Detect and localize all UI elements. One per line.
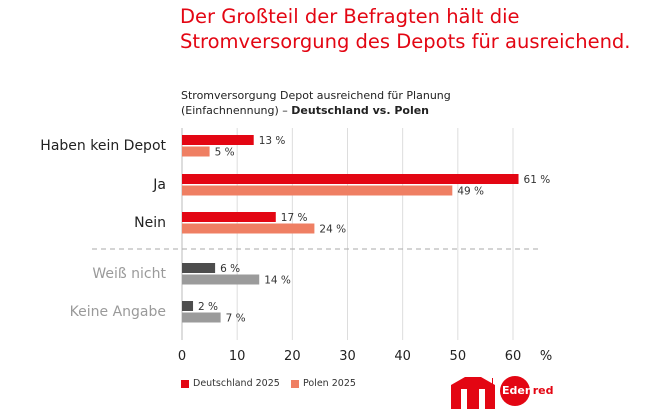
legend-swatch — [181, 379, 189, 388]
x-tick-label: 50 — [450, 349, 467, 364]
x-tick-label: 60 — [505, 349, 522, 364]
edenred-logo — [500, 376, 530, 406]
bar — [182, 185, 453, 196]
data-label: 5 % — [215, 147, 235, 159]
uta-logo — [451, 377, 495, 409]
data-label: 13 % — [259, 135, 286, 147]
data-label: 24 % — [319, 224, 346, 236]
x-tick-label: 0 — [178, 349, 186, 364]
bar — [182, 212, 276, 222]
legend-item-polen: Polen 2025 — [291, 378, 356, 389]
bar — [182, 274, 260, 285]
data-label: 6 % — [220, 263, 240, 275]
edenred-logo-text: Edenred — [502, 384, 554, 397]
category-label: Keine Angabe — [70, 304, 166, 320]
legend-item-deutschland: Deutschland 2025 — [181, 378, 280, 389]
data-label: 17 % — [281, 212, 308, 224]
bar — [182, 263, 216, 273]
bar — [182, 135, 254, 145]
data-label: 49 % — [457, 186, 484, 198]
category-label: Ja — [152, 177, 166, 193]
bar — [182, 312, 221, 323]
data-label: 14 % — [264, 275, 291, 287]
bar — [182, 301, 194, 311]
x-tick-label: 20 — [284, 349, 301, 364]
x-tick-label: 30 — [339, 349, 356, 364]
legend-swatch — [291, 379, 299, 388]
legend-label: Polen 2025 — [303, 378, 356, 389]
data-label: 2 % — [198, 301, 218, 313]
subtitle-line1: Stromversorgung Depot ausreichend für Pl… — [181, 89, 451, 102]
page-title: Der Großteil der Befragten hält die Stro… — [180, 5, 631, 53]
category-label: Haben kein Depot — [40, 138, 166, 154]
category-label: Weiß nicht — [92, 266, 166, 282]
data-label: 7 % — [226, 313, 246, 325]
bar — [182, 223, 315, 234]
x-tick-label: 10 — [229, 349, 246, 364]
legend-label: Deutschland 2025 — [193, 378, 280, 389]
bar — [182, 174, 519, 184]
data-label: 61 % — [524, 174, 551, 186]
subtitle-bold: Deutschland vs. Polen — [291, 104, 430, 117]
x-unit-label: % — [540, 349, 552, 364]
category-label: Nein — [134, 215, 166, 231]
x-tick-label: 40 — [394, 349, 411, 364]
subtitle-line2: (Einfachnennung) – — [181, 104, 292, 117]
chart-subtitle: Stromversorgung Depot ausreichend für Pl… — [181, 88, 451, 118]
logo-divider — [492, 378, 493, 406]
bar — [182, 146, 210, 157]
